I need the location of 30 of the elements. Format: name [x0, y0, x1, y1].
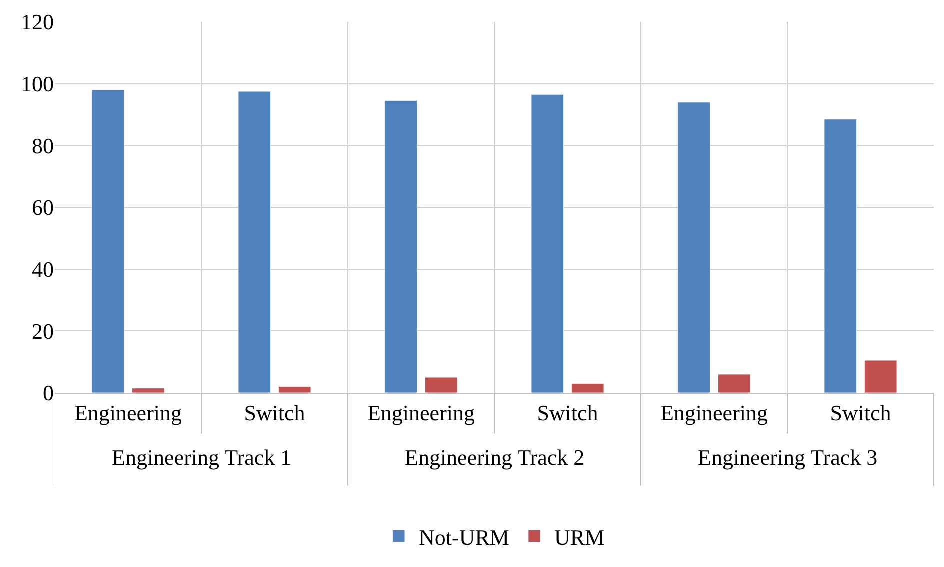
bar	[238, 91, 271, 393]
bar	[718, 374, 751, 393]
bar	[132, 388, 165, 393]
y-tick-label: 40	[32, 257, 54, 282]
x-tick-label: Switch	[244, 400, 306, 426]
bar	[864, 360, 898, 393]
bar	[425, 377, 458, 393]
bar	[572, 383, 604, 393]
y-tick-label: 120	[21, 10, 54, 35]
x-tick-label: Switch	[830, 400, 892, 426]
text: Engineering Track 3	[698, 445, 878, 470]
text: Engineering Track 2	[405, 445, 585, 470]
y-tick-label: 0	[43, 380, 54, 406]
y-tick-label: 100	[21, 72, 54, 97]
x-tick-label: Switch	[537, 400, 598, 426]
x-tick-label: Engineering	[660, 400, 768, 426]
text: Engineering Track 1	[112, 445, 292, 470]
legend-label: Not-URM	[419, 524, 510, 550]
bar	[92, 90, 124, 393]
bar	[531, 94, 564, 393]
bar	[678, 102, 710, 393]
x-tick-label: Engineering	[367, 400, 476, 426]
y-tick-label: 20	[32, 318, 54, 344]
bar	[824, 119, 857, 393]
y-tick-label: 60	[32, 195, 54, 220]
legend-label: URM	[554, 524, 605, 550]
bar	[278, 386, 312, 393]
y-tick-label: 80	[32, 133, 54, 158]
x-tick-label: Engineering	[74, 400, 182, 426]
bar	[384, 100, 418, 393]
